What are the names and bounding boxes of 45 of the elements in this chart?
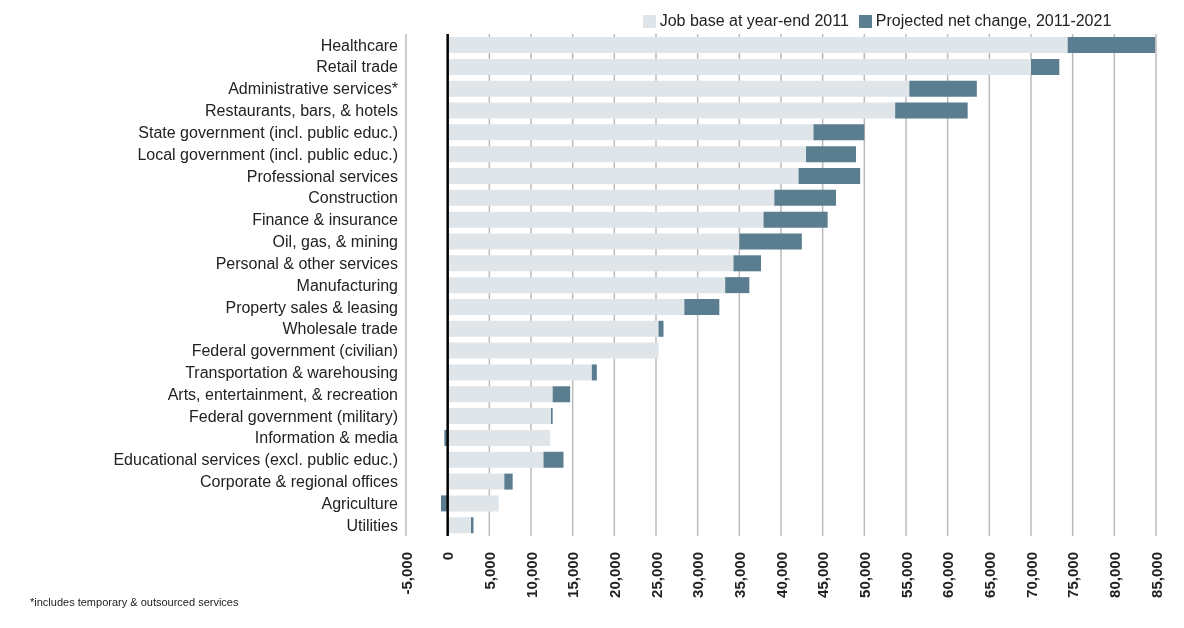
y-tick-label: Wholesale trade (282, 320, 399, 338)
x-tick-label: 85,000 (1147, 552, 1165, 598)
x-tick-label: 35,000 (730, 552, 748, 598)
x-tick-label: -5,000 (397, 552, 415, 595)
y-tick-label: Retail trade (316, 58, 399, 76)
y-tick-label: Healthcare (320, 36, 399, 54)
x-tick-label: 80,000 (1105, 552, 1123, 598)
x-tick-label: 45,000 (814, 552, 832, 598)
y-tick-label: Property sales & leasing (225, 298, 398, 316)
x-tick-label: 5,000 (480, 552, 498, 590)
y-tick-label: Personal & other services (215, 254, 398, 272)
y-tick-label: Federal government (military) (189, 407, 398, 425)
x-tick-label: 30,000 (689, 552, 707, 598)
y-tick-label: Professional services (246, 167, 398, 185)
y-tick-label: Arts, entertainment, & recreation (167, 385, 398, 403)
legend-label: Job base at year-end 2011 (659, 12, 849, 29)
y-tick-label: Oil, gas, & mining (272, 233, 398, 251)
y-tick-label: Restaurants, bars, & hotels (205, 102, 398, 120)
x-tick-label: 25,000 (647, 552, 665, 598)
y-tick-label: Agriculture (321, 494, 399, 512)
x-tick-label: 75,000 (1064, 552, 1082, 598)
y-tick-label: Transportation & warehousing (185, 363, 398, 381)
x-tick-label: 15,000 (564, 552, 582, 598)
y-tick-label: Construction (308, 189, 398, 207)
y-tick-label: Local government (incl. public educ.) (137, 145, 398, 163)
x-tick-label: 65,000 (980, 552, 998, 598)
y-tick-label: State government (incl. public educ.) (138, 123, 398, 141)
x-tick-label: 0 (439, 552, 457, 561)
x-tick-label: 50,000 (855, 552, 873, 598)
text: *includes temporary & outsourced services (30, 596, 239, 608)
y-tick-label: Manufacturing (296, 276, 398, 294)
y-tick-label: Administrative services* (228, 80, 398, 98)
x-tick-label: 40,000 (772, 552, 790, 598)
x-tick-label: 60,000 (939, 552, 957, 598)
y-tick-label: Federal government (civilian) (191, 342, 398, 360)
y-tick-label: Corporate & regional offices (199, 473, 398, 491)
x-tick-label: 55,000 (897, 552, 915, 598)
y-tick-label: Utilities (346, 516, 398, 534)
y-tick-label: Educational services (excl. public educ.) (113, 451, 398, 469)
y-tick-label: Finance & insurance (252, 211, 399, 229)
x-tick-label: 20,000 (605, 552, 623, 598)
legend-label: Projected net change, 2011-2021 (875, 12, 1112, 29)
x-tick-label: 70,000 (1022, 552, 1040, 598)
x-tick-label: 10,000 (522, 552, 540, 598)
y-tick-label: Information & media (254, 429, 399, 447)
